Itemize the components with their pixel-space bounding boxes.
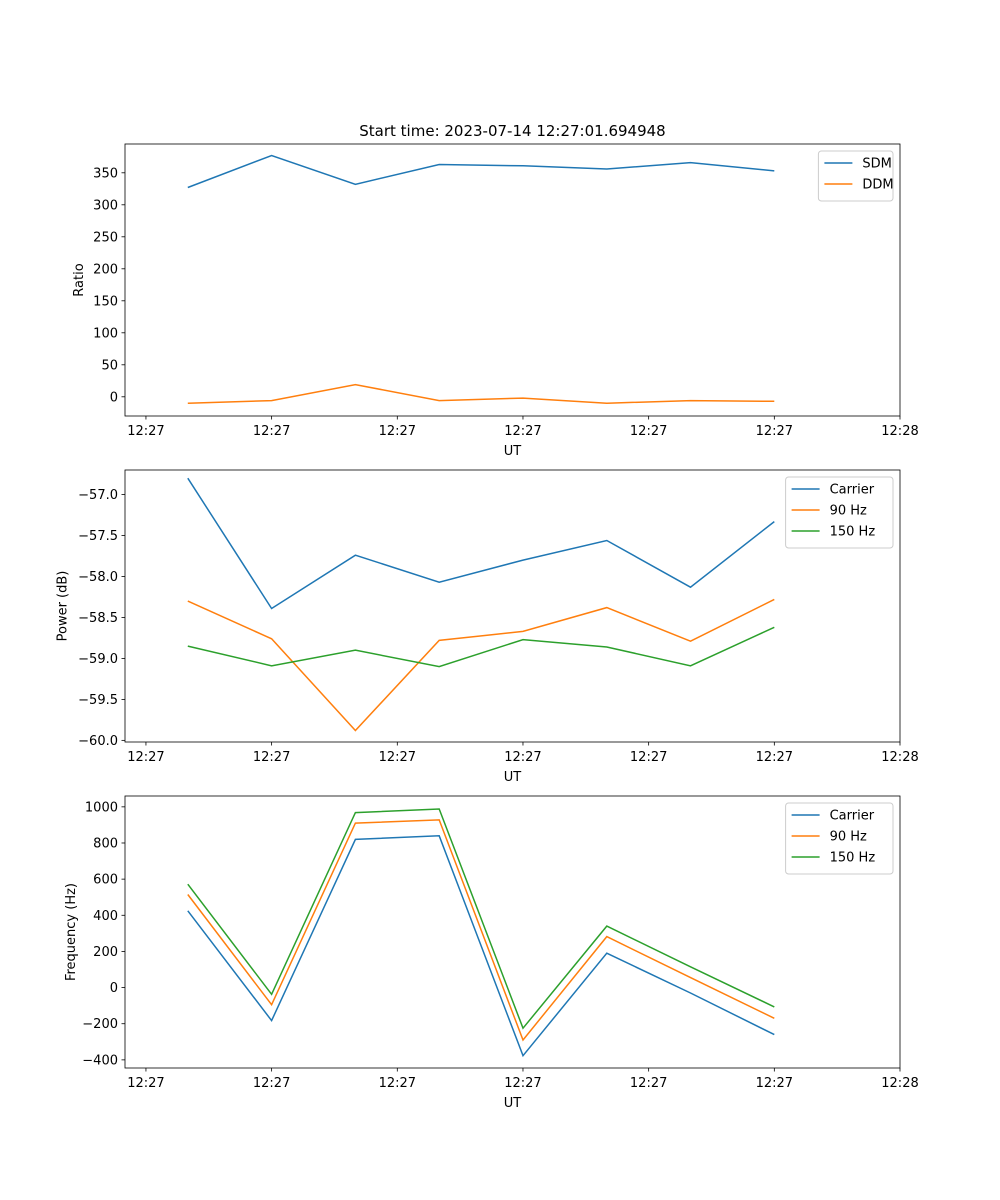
x-axis-label: UT [504, 1096, 522, 1111]
x-tick-label: 12:27 [756, 424, 793, 439]
legend-label: Carrier [830, 809, 875, 824]
y-axis-label: Ratio [72, 263, 87, 296]
series-line-90-hz [187, 819, 775, 1042]
legend: Carrier 90 Hz 150 Hz [785, 802, 894, 875]
legend-label: 90 Hz [830, 830, 867, 845]
y-tick-label: 150 [93, 294, 118, 309]
x-tick-label: 12:28 [881, 424, 918, 439]
x-tick-label: 12:27 [504, 1076, 541, 1091]
x-tick-label: 12:28 [881, 1076, 918, 1091]
legend-label: 90 Hz [830, 504, 867, 519]
y-tick-label: 0 [110, 981, 118, 996]
y-axis-label: Power (dB) [56, 571, 71, 642]
axes-frame [124, 143, 901, 417]
x-tick-label: 12:27 [630, 750, 667, 765]
y-tick-label: 800 [93, 836, 118, 851]
chart-panel-3: 12:27 12:27 12:27 12:27 12:27 12:27 12:28 −400 −… [64, 795, 919, 1111]
series-line-150-hz [187, 808, 775, 1030]
x-tick-label: 12:27 [379, 1076, 416, 1091]
x-tick-label: 12:27 [504, 424, 541, 439]
x-tick-label: 12:27 [756, 1076, 793, 1091]
legend-label: 150 Hz [830, 851, 876, 866]
series-line-ddm [187, 383, 775, 404]
y-tick-label: −58.0 [78, 570, 118, 585]
y-tick-label: 50 [101, 358, 118, 373]
x-tick-label: 12:27 [630, 424, 667, 439]
legend-label: 150 Hz [830, 525, 876, 540]
y-tick-label: −58.5 [78, 611, 118, 626]
axes-frame [124, 795, 901, 1069]
x-tick-label: 12:27 [127, 424, 164, 439]
x-tick-label: 12:27 [127, 1076, 164, 1091]
y-tick-label: 400 [93, 909, 118, 924]
series-line-150-hz [187, 626, 775, 668]
legend: Carrier 90 Hz 150 Hz [785, 476, 894, 549]
axes-frame [124, 469, 901, 743]
chart-panel-2: 12:27 12:27 12:27 12:27 12:27 12:27 12:28 −60.0… [56, 469, 919, 785]
x-tick-label: 12:27 [630, 1076, 667, 1091]
y-tick-label: 600 [93, 873, 118, 888]
y-tick-label: −200 [82, 1017, 118, 1032]
x-axis-label: UT [504, 770, 522, 785]
legend-label: SDM [862, 157, 891, 172]
chart-title: Start time: 2023-07-14 12:27:01.694948 [359, 122, 665, 140]
y-tick-label: −59.5 [78, 693, 118, 708]
x-tick-label: 12:27 [379, 750, 416, 765]
series-line-carrier [187, 477, 775, 610]
y-tick-label: −60.0 [78, 734, 118, 749]
x-tick-label: 12:27 [379, 424, 416, 439]
y-tick-label: 200 [93, 945, 118, 960]
y-tick-label: −400 [82, 1053, 118, 1068]
y-tick-label: −57.0 [78, 488, 118, 503]
chart-panel-1: Start time: 2023-07-14 12:27:01.694948 12… [72, 122, 919, 459]
x-tick-label: 12:27 [253, 750, 290, 765]
series-line-90-hz [187, 598, 775, 732]
y-tick-label: −59.0 [78, 652, 118, 667]
y-tick-label: 250 [93, 230, 118, 245]
x-tick-label: 12:27 [756, 750, 793, 765]
legend: SDM DDM [817, 150, 894, 202]
y-tick-label: 200 [93, 262, 118, 277]
series-line-sdm [187, 154, 775, 189]
y-axis-label: Frequency (Hz) [64, 883, 79, 981]
x-tick-label: 12:28 [881, 750, 918, 765]
series-line-carrier [187, 835, 775, 1058]
legend-label: DDM [862, 178, 893, 193]
y-tick-label: 100 [93, 326, 118, 341]
y-tick-label: 350 [93, 166, 118, 181]
y-tick-label: 1000 [85, 800, 118, 815]
legend-label: Carrier [830, 483, 875, 498]
y-tick-label: 0 [110, 390, 118, 405]
x-tick-label: 12:27 [127, 750, 164, 765]
y-tick-label: −57.5 [78, 529, 118, 544]
x-tick-label: 12:27 [504, 750, 541, 765]
x-tick-label: 12:27 [253, 424, 290, 439]
x-tick-label: 12:27 [253, 1076, 290, 1091]
y-tick-label: 300 [93, 198, 118, 213]
x-axis-label: UT [504, 444, 522, 459]
